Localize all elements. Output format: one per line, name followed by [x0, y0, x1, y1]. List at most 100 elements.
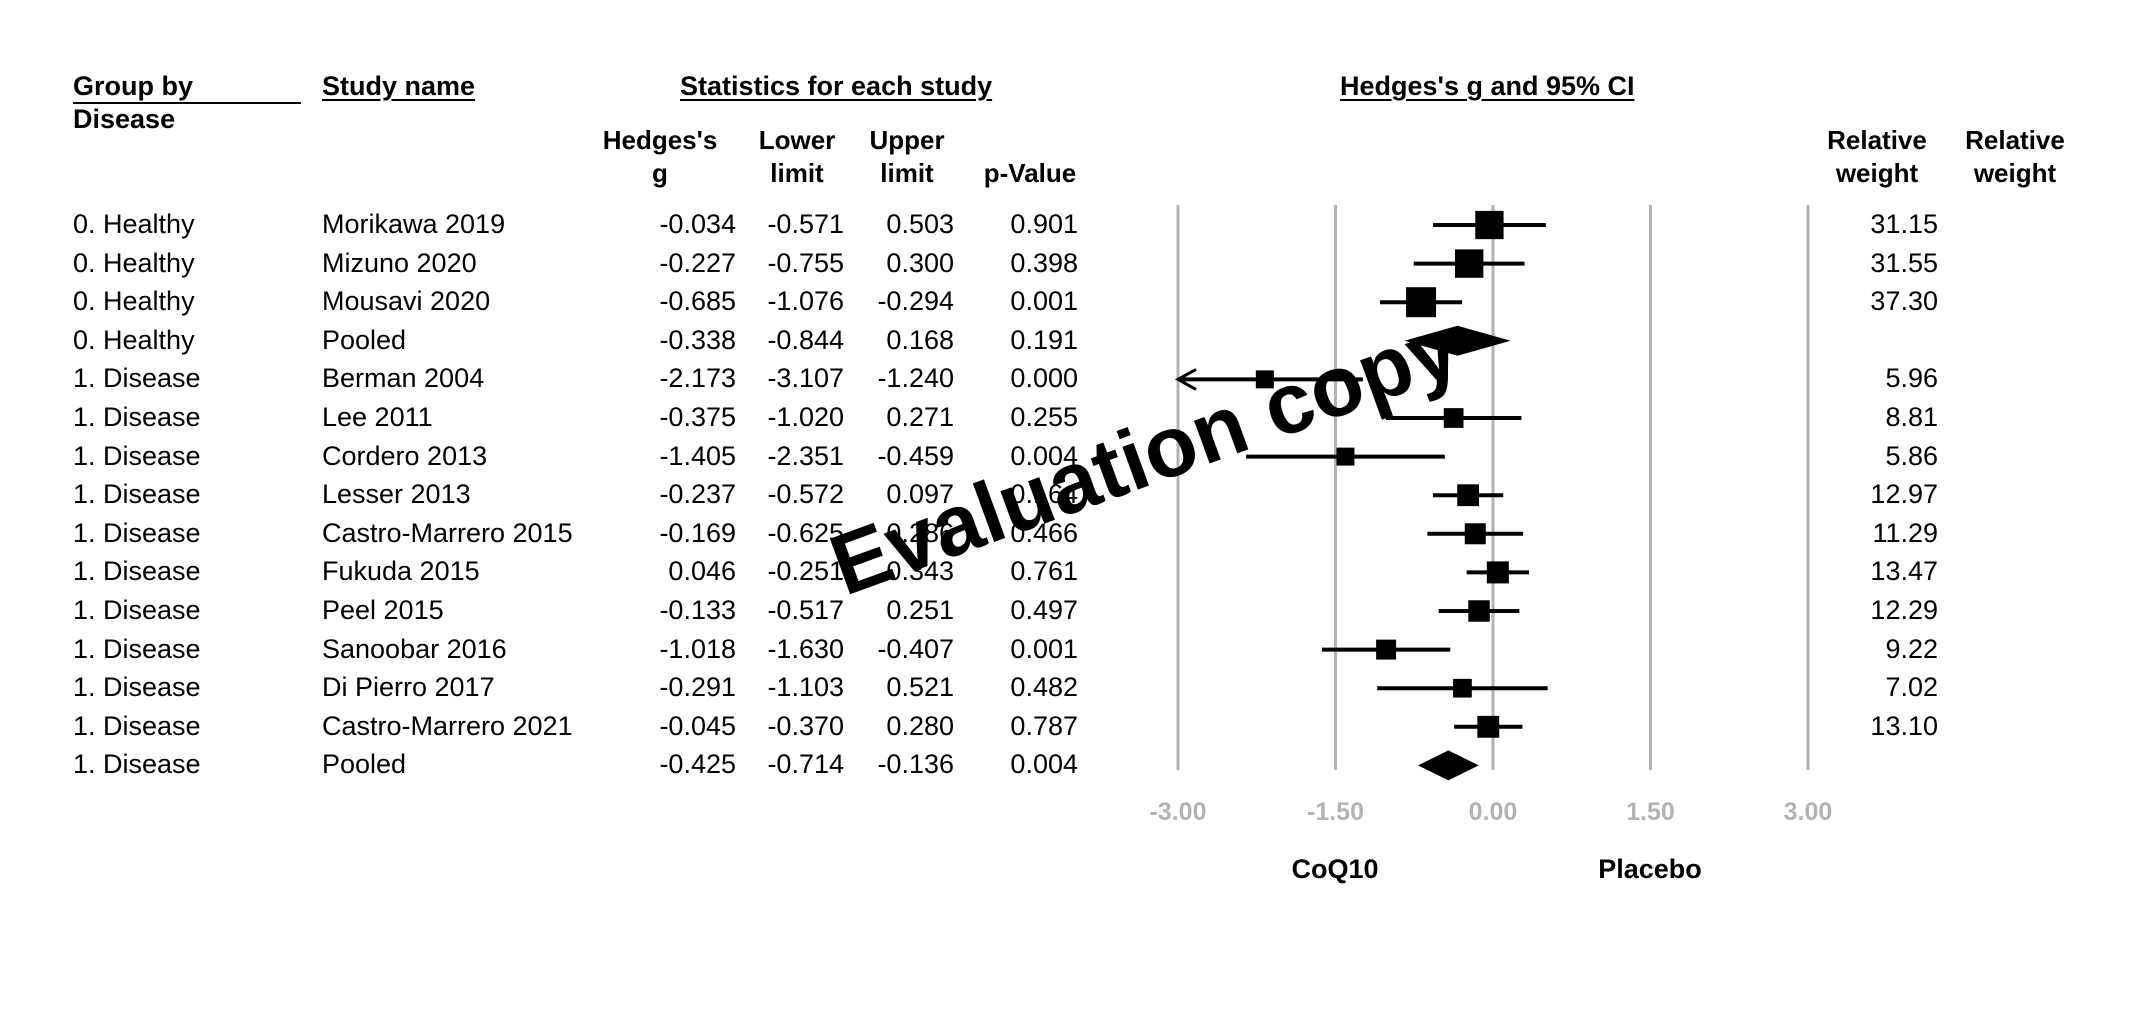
study-cell: Sanoobar 2016 — [322, 633, 507, 664]
hedges-g-cell: -0.133 — [659, 595, 736, 625]
lower-limit-cell: -1.020 — [767, 402, 844, 432]
lower-limit-cell: -0.251 — [767, 556, 844, 587]
effect-square — [1464, 523, 1486, 545]
group-cell: 1. Disease — [73, 749, 201, 780]
effect-square — [1486, 561, 1509, 584]
weight-cell: 13.47 — [1870, 556, 1938, 587]
lower-limit-cell: -0.370 — [767, 710, 844, 741]
lower-limit-cell: -0.517 — [767, 595, 844, 625]
x-tick-label: 3.00 — [1784, 798, 1833, 826]
group-header-line2: Disease — [73, 104, 176, 134]
study-cell: Pooled — [322, 749, 407, 780]
group-cell: 1. Disease — [73, 479, 201, 510]
x-tick-label: -3.00 — [1150, 798, 1207, 826]
group-cell: 1. Disease — [73, 672, 201, 703]
study-cell: Peel 2015 — [322, 595, 444, 625]
lower-limit-cell: -2.351 — [767, 440, 844, 471]
lower-limit-cell: -0.572 — [767, 479, 844, 510]
group-header-line1: Group by — [73, 71, 193, 101]
effect-square — [1336, 447, 1355, 466]
group-cell: 1. Disease — [73, 556, 201, 587]
group-cell: 1. Disease — [73, 710, 201, 741]
p-value-cell: 0.001 — [1010, 286, 1078, 317]
pvalue-header: p-Value — [983, 158, 1077, 188]
hedges-g-cell: -0.034 — [659, 209, 736, 239]
effect-square — [1454, 249, 1484, 278]
hedges-g-cell: -0.685 — [659, 286, 736, 317]
study-cell: Castro-Marrero 2015 — [322, 517, 573, 548]
upper-limit-cell: -1.240 — [877, 363, 954, 394]
effect-square — [1477, 715, 1500, 738]
p-value-cell: 0.164 — [1010, 479, 1078, 510]
p-value-cell: 0.255 — [1010, 402, 1078, 432]
upper-header: Upper limit — [869, 125, 945, 188]
lower-limit-cell: -0.755 — [767, 247, 844, 278]
p-value-cell: 0.001 — [1010, 633, 1078, 664]
weight-cell: 31.55 — [1870, 247, 1938, 278]
study-cell: Fukuda 2015 — [322, 556, 480, 587]
hedges-g-cell: -0.169 — [659, 517, 736, 548]
weight-cell: 5.86 — [1885, 440, 1938, 471]
upper-limit-cell: 0.168 — [886, 324, 954, 355]
ci-arrow — [1174, 368, 1197, 391]
group-header-underline — [73, 102, 301, 104]
x-tick-label: 0.00 — [1469, 798, 1518, 826]
upper-limit-cell: 0.286 — [886, 517, 954, 548]
weight-cell: 11.29 — [1872, 517, 1938, 548]
hedges-g-cell: 0.046 — [668, 556, 736, 587]
pooled-diamond — [1418, 750, 1479, 781]
weight-cell: 5.96 — [1885, 363, 1938, 394]
effect-square — [1406, 287, 1437, 318]
upper-limit-cell: 0.271 — [886, 402, 954, 432]
upper-limit-cell: -0.294 — [877, 286, 954, 317]
hedges-g-cell: -0.227 — [659, 247, 736, 278]
weight-cell: 31.15 — [1870, 209, 1938, 239]
group-cell: 1. Disease — [73, 402, 201, 432]
hedges-header: Hedges's g — [602, 125, 718, 188]
plot-header: Hedges's g and 95% CI — [1340, 71, 1635, 101]
lower-limit-cell: -1.630 — [767, 633, 844, 664]
group-cell: 1. Disease — [73, 595, 201, 625]
weight-cell: 8.81 — [1885, 402, 1938, 432]
group-cell: 1. Disease — [73, 363, 201, 394]
upper-limit-cell: -0.407 — [877, 633, 954, 664]
group-cell: 1. Disease — [73, 440, 201, 471]
x-tick-label: -1.50 — [1307, 798, 1364, 826]
study-cell: Berman 2004 — [322, 363, 485, 394]
p-value-cell: 0.482 — [1010, 672, 1078, 703]
p-value-cell: 0.004 — [1010, 749, 1078, 780]
p-value-cell: 0.398 — [1010, 247, 1078, 278]
group-header: Group by Disease — [73, 70, 193, 136]
hedges-g-cell: -1.018 — [659, 633, 736, 664]
p-value-cell: 0.497 — [1010, 595, 1078, 625]
weight-cell: 12.29 — [1870, 595, 1938, 625]
p-value-cell: 0.191 — [1010, 324, 1078, 355]
p-value-cell: 0.000 — [1010, 363, 1078, 394]
hedges-g-cell: -0.291 — [659, 672, 736, 703]
study-cell: Morikawa 2019 — [322, 209, 506, 239]
p-value-cell: 0.004 — [1010, 440, 1078, 471]
hedges-g-cell: -0.237 — [659, 479, 736, 510]
study-cell: Mizuno 2020 — [322, 247, 477, 278]
p-value-cell: 0.466 — [1010, 517, 1078, 548]
group-cell: 0. Healthy — [73, 324, 195, 355]
hedges-g-cell: -1.405 — [659, 440, 736, 471]
study-header: Study name — [322, 71, 476, 101]
study-cell: Pooled — [322, 324, 407, 355]
group-cell: 1. Disease — [73, 517, 201, 548]
study-cell: Castro-Marrero 2021 — [322, 710, 573, 741]
pooled-diamond — [1404, 325, 1511, 356]
effect-square — [1255, 370, 1274, 389]
weight-cell: 9.22 — [1885, 633, 1938, 664]
hedges-g-cell: -2.173 — [659, 363, 736, 394]
effect-square — [1457, 484, 1480, 507]
lower-limit-cell: -0.571 — [767, 209, 844, 239]
p-value-cell: 0.787 — [1010, 710, 1078, 741]
weight-cell: 7.02 — [1885, 672, 1938, 703]
upper-limit-cell: 0.343 — [886, 556, 954, 587]
group-cell: 0. Healthy — [73, 286, 195, 317]
study-cell: Lesser 2013 — [322, 479, 471, 510]
coq10-label: CoQ10 — [1291, 854, 1379, 884]
weight-cell: 37.30 — [1870, 286, 1938, 317]
effect-square — [1443, 408, 1464, 428]
